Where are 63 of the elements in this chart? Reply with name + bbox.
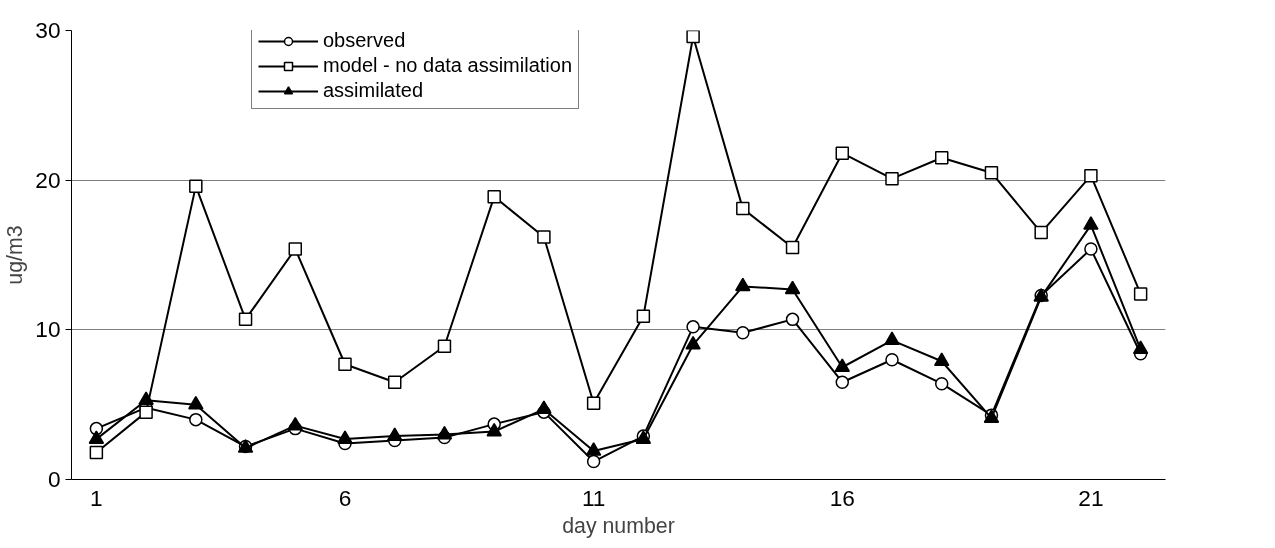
point: [884, 331, 900, 346]
point: [1084, 168, 1098, 183]
point: [835, 375, 850, 389]
point: [486, 422, 502, 437]
point: [736, 326, 750, 340]
point: [487, 189, 501, 204]
point: [1034, 225, 1048, 240]
point: [89, 445, 104, 460]
point: [736, 201, 750, 216]
point: [88, 430, 105, 444]
point: [784, 280, 801, 295]
y-tick-label: 20: [35, 166, 61, 193]
point: [1083, 216, 1099, 230]
point: [189, 179, 203, 193]
point: [188, 395, 204, 410]
y-tick-label: 30: [35, 17, 61, 43]
point: [933, 352, 950, 367]
legend-label: assimilated: [323, 79, 424, 102]
x-axis-title: day number: [562, 513, 675, 538]
point: [934, 150, 949, 165]
x-tick-label: 6: [338, 484, 352, 511]
point: [536, 400, 552, 414]
point: [1084, 242, 1098, 256]
point: [338, 357, 352, 372]
point: [139, 405, 153, 419]
point: [685, 335, 701, 350]
point: [337, 430, 353, 444]
point: [686, 320, 700, 334]
point: [386, 427, 403, 441]
point: [189, 412, 203, 427]
point: [537, 230, 551, 244]
y-tick-label: 10: [35, 316, 61, 343]
legend-label: observed: [323, 29, 406, 52]
point: [885, 353, 899, 367]
point: [585, 442, 602, 456]
x-tick-label: 11: [581, 484, 606, 511]
point: [934, 376, 949, 391]
point: [785, 312, 800, 327]
y-tick-label: 0: [47, 466, 61, 492]
x-tick-label: 16: [829, 484, 855, 511]
point: [686, 30, 700, 44]
x-tick-label: 1: [90, 484, 103, 511]
point: [885, 171, 899, 186]
point: [735, 277, 751, 292]
legend-label: model - no data assimilation: [323, 54, 573, 77]
point: [238, 312, 253, 327]
point: [437, 339, 452, 354]
point: [636, 309, 651, 324]
point: [138, 391, 154, 405]
point: [785, 240, 800, 255]
point: [1133, 287, 1148, 301]
point: [436, 425, 453, 440]
point: [288, 242, 303, 256]
point: [984, 165, 999, 180]
x-tick-label: 21: [1078, 484, 1104, 511]
y-axis-title: ug/m3: [3, 225, 28, 285]
point: [1132, 340, 1149, 355]
point: [387, 375, 402, 389]
point: [835, 146, 850, 160]
point: [834, 358, 851, 373]
point: [586, 396, 601, 410]
point: [287, 416, 304, 431]
point: [586, 454, 601, 469]
